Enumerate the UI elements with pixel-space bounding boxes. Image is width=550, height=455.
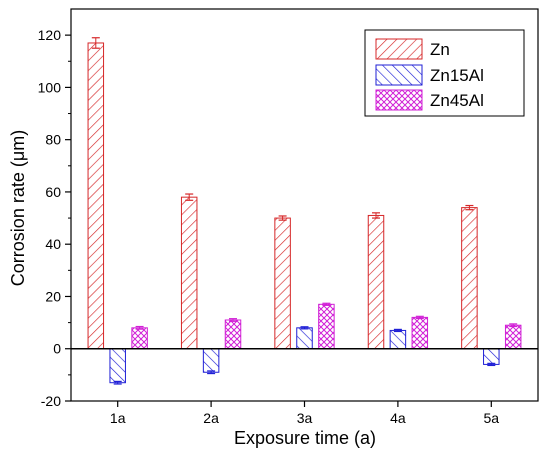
y-tick-label: 20	[45, 288, 61, 304]
axes: -20 0 20 40 60 80 100 120 1a 2a 3a 4a 5a	[38, 8, 539, 426]
bar-zn15al-4a	[389, 329, 407, 350]
bar-zn-1a	[87, 42, 105, 350]
bar-zn15al-1a	[109, 348, 126, 384]
legend: Zn Zn15Al Zn45Al	[364, 29, 525, 117]
y-tick-label: 0	[53, 341, 61, 357]
bar-zn-2a	[180, 196, 198, 350]
legend-swatch-zn15al	[375, 64, 423, 86]
x-tick-label: 4a	[390, 410, 406, 426]
bar-zn45al-1a	[131, 327, 148, 350]
bar-zn15al-5a	[483, 348, 500, 365]
x-tick-label: 5a	[484, 410, 500, 426]
bar-zn45al-3a	[318, 303, 335, 350]
bar-zn15al-2a	[202, 348, 220, 373]
bar-zn-3a	[274, 217, 291, 350]
error-bars	[91, 37, 518, 385]
x-axis-title: Exposure time (a)	[234, 428, 376, 448]
y-tick-label: 100	[38, 79, 62, 95]
legend-swatch-zn45al	[375, 89, 423, 111]
legend-swatch-zn	[375, 38, 423, 60]
legend-label-zn45al: Zn45Al	[430, 91, 484, 110]
x-tick-label: 1a	[110, 410, 126, 426]
y-tick-label: 120	[38, 27, 62, 43]
bar-zn45al-4a	[411, 316, 429, 350]
y-axis-title: Corrosion rate (μm)	[8, 130, 28, 286]
x-tick-label: 3a	[297, 410, 313, 426]
y-tick-label: -20	[41, 393, 61, 409]
bar-zn-5a	[461, 207, 478, 350]
y-tick-label: 60	[45, 184, 61, 200]
legend-label-zn15al: Zn15Al	[430, 66, 484, 85]
legend-label-zn: Zn	[430, 40, 450, 59]
bar-zn45al-2a	[224, 319, 242, 350]
bar-zn45al-5a	[504, 324, 522, 350]
x-tick-label: 2a	[203, 410, 219, 426]
y-tick-label: 80	[45, 132, 61, 148]
y-tick-label: 40	[45, 236, 61, 252]
bar-zn15al-3a	[296, 327, 313, 350]
bar-zn-4a	[367, 214, 385, 350]
